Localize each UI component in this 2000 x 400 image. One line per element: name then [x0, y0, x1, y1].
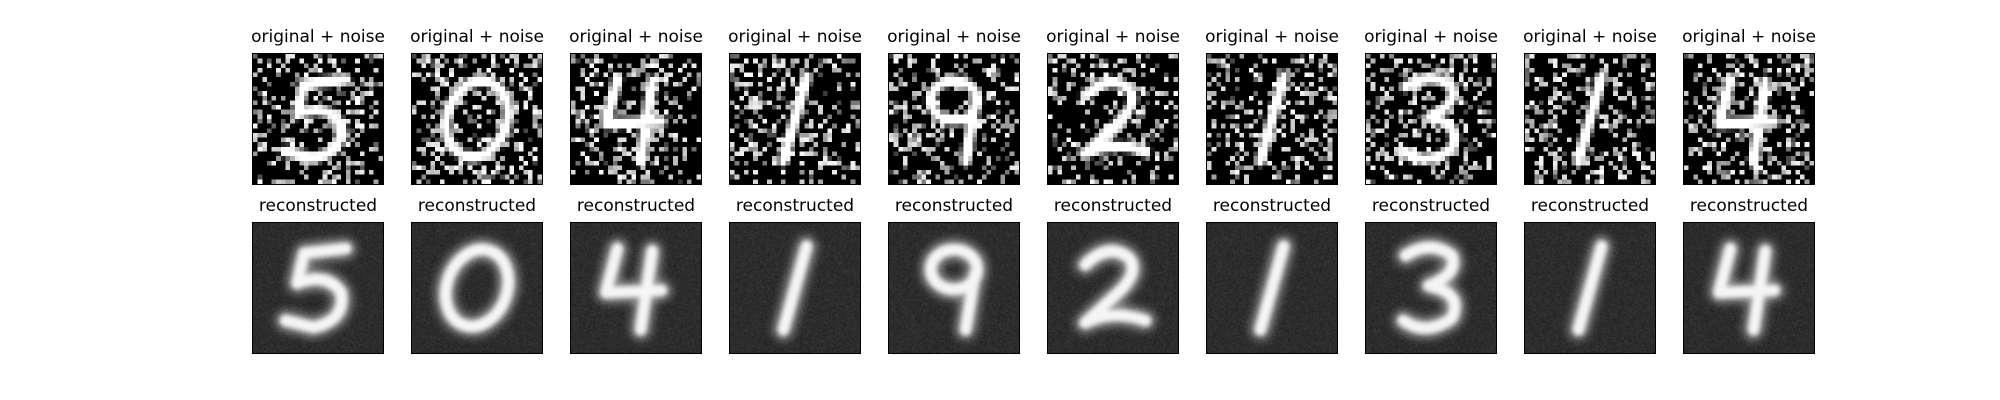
digit-1-canvas: [730, 223, 860, 353]
noisy-panel-title: original + noise: [728, 27, 862, 47]
reconstructed-digit-image: [729, 222, 861, 354]
noisy-panel-title: original + noise: [887, 27, 1021, 47]
digit-1-canvas: [730, 54, 860, 184]
reconstructed-panel-title: reconstructed: [1530, 196, 1650, 216]
reconstructed-digit-image: [570, 222, 702, 354]
reconstructed-digit-image: [1365, 222, 1497, 354]
noisy-digit-image: [1524, 53, 1656, 185]
noisy-digit-image: [729, 53, 861, 185]
reconstructed-panel-title: reconstructed: [1053, 196, 1173, 216]
digit-9-canvas: [889, 54, 1019, 184]
noisy-panel-title: original + noise: [1523, 27, 1657, 47]
reconstructed-panel-title: reconstructed: [258, 196, 378, 216]
digit-4-canvas: [571, 223, 701, 353]
reconstructed-digit-image: [411, 222, 543, 354]
noisy-digit-image: [1365, 53, 1497, 185]
digit-1-canvas: [1525, 223, 1655, 353]
digit-4-canvas: [571, 54, 701, 184]
noisy-panel-title: original + noise: [1046, 27, 1180, 47]
reconstructed-panel-title: reconstructed: [894, 196, 1014, 216]
reconstructed-digit-image: [1524, 222, 1656, 354]
noisy-panel-title: original + noise: [1205, 27, 1339, 47]
digit-1-canvas: [1525, 54, 1655, 184]
reconstructed-digit-image: [1683, 222, 1815, 354]
noisy-panel-title: original + noise: [1682, 27, 1816, 47]
reconstructed-panel-title: reconstructed: [1689, 196, 1809, 216]
reconstructed-digit-image: [888, 222, 1020, 354]
noisy-panel-title: original + noise: [569, 27, 703, 47]
digit-9-canvas: [889, 223, 1019, 353]
digit-0-canvas: [412, 54, 542, 184]
digit-4-canvas: [1684, 54, 1814, 184]
reconstructed-panel-title: reconstructed: [1212, 196, 1332, 216]
noisy-digit-image: [411, 53, 543, 185]
noisy-digit-image: [1206, 53, 1338, 185]
reconstructed-digit-image: [252, 222, 384, 354]
reconstructed-digit-image: [1047, 222, 1179, 354]
digit-3-canvas: [1366, 223, 1496, 353]
digit-0-canvas: [412, 223, 542, 353]
reconstructed-panel-title: reconstructed: [576, 196, 696, 216]
noisy-digit-image: [1047, 53, 1179, 185]
reconstructed-panel-title: reconstructed: [1371, 196, 1491, 216]
digit-4-canvas: [1684, 223, 1814, 353]
digit-1-canvas: [1207, 223, 1337, 353]
noisy-digit-image: [252, 53, 384, 185]
reconstructed-panel-title: reconstructed: [417, 196, 537, 216]
noisy-digit-image: [1683, 53, 1815, 185]
digit-5-canvas: [253, 54, 383, 184]
noisy-digit-image: [570, 53, 702, 185]
digit-5-canvas: [253, 223, 383, 353]
noisy-panel-title: original + noise: [410, 27, 544, 47]
reconstructed-digit-image: [1206, 222, 1338, 354]
noisy-digit-image: [888, 53, 1020, 185]
digit-2-canvas: [1048, 54, 1178, 184]
noisy-panel-title: original + noise: [1364, 27, 1498, 47]
digit-3-canvas: [1366, 54, 1496, 184]
noisy-panel-title: original + noise: [251, 27, 385, 47]
reconstructed-panel-title: reconstructed: [735, 196, 855, 216]
digit-2-canvas: [1048, 223, 1178, 353]
digit-1-canvas: [1207, 54, 1337, 184]
